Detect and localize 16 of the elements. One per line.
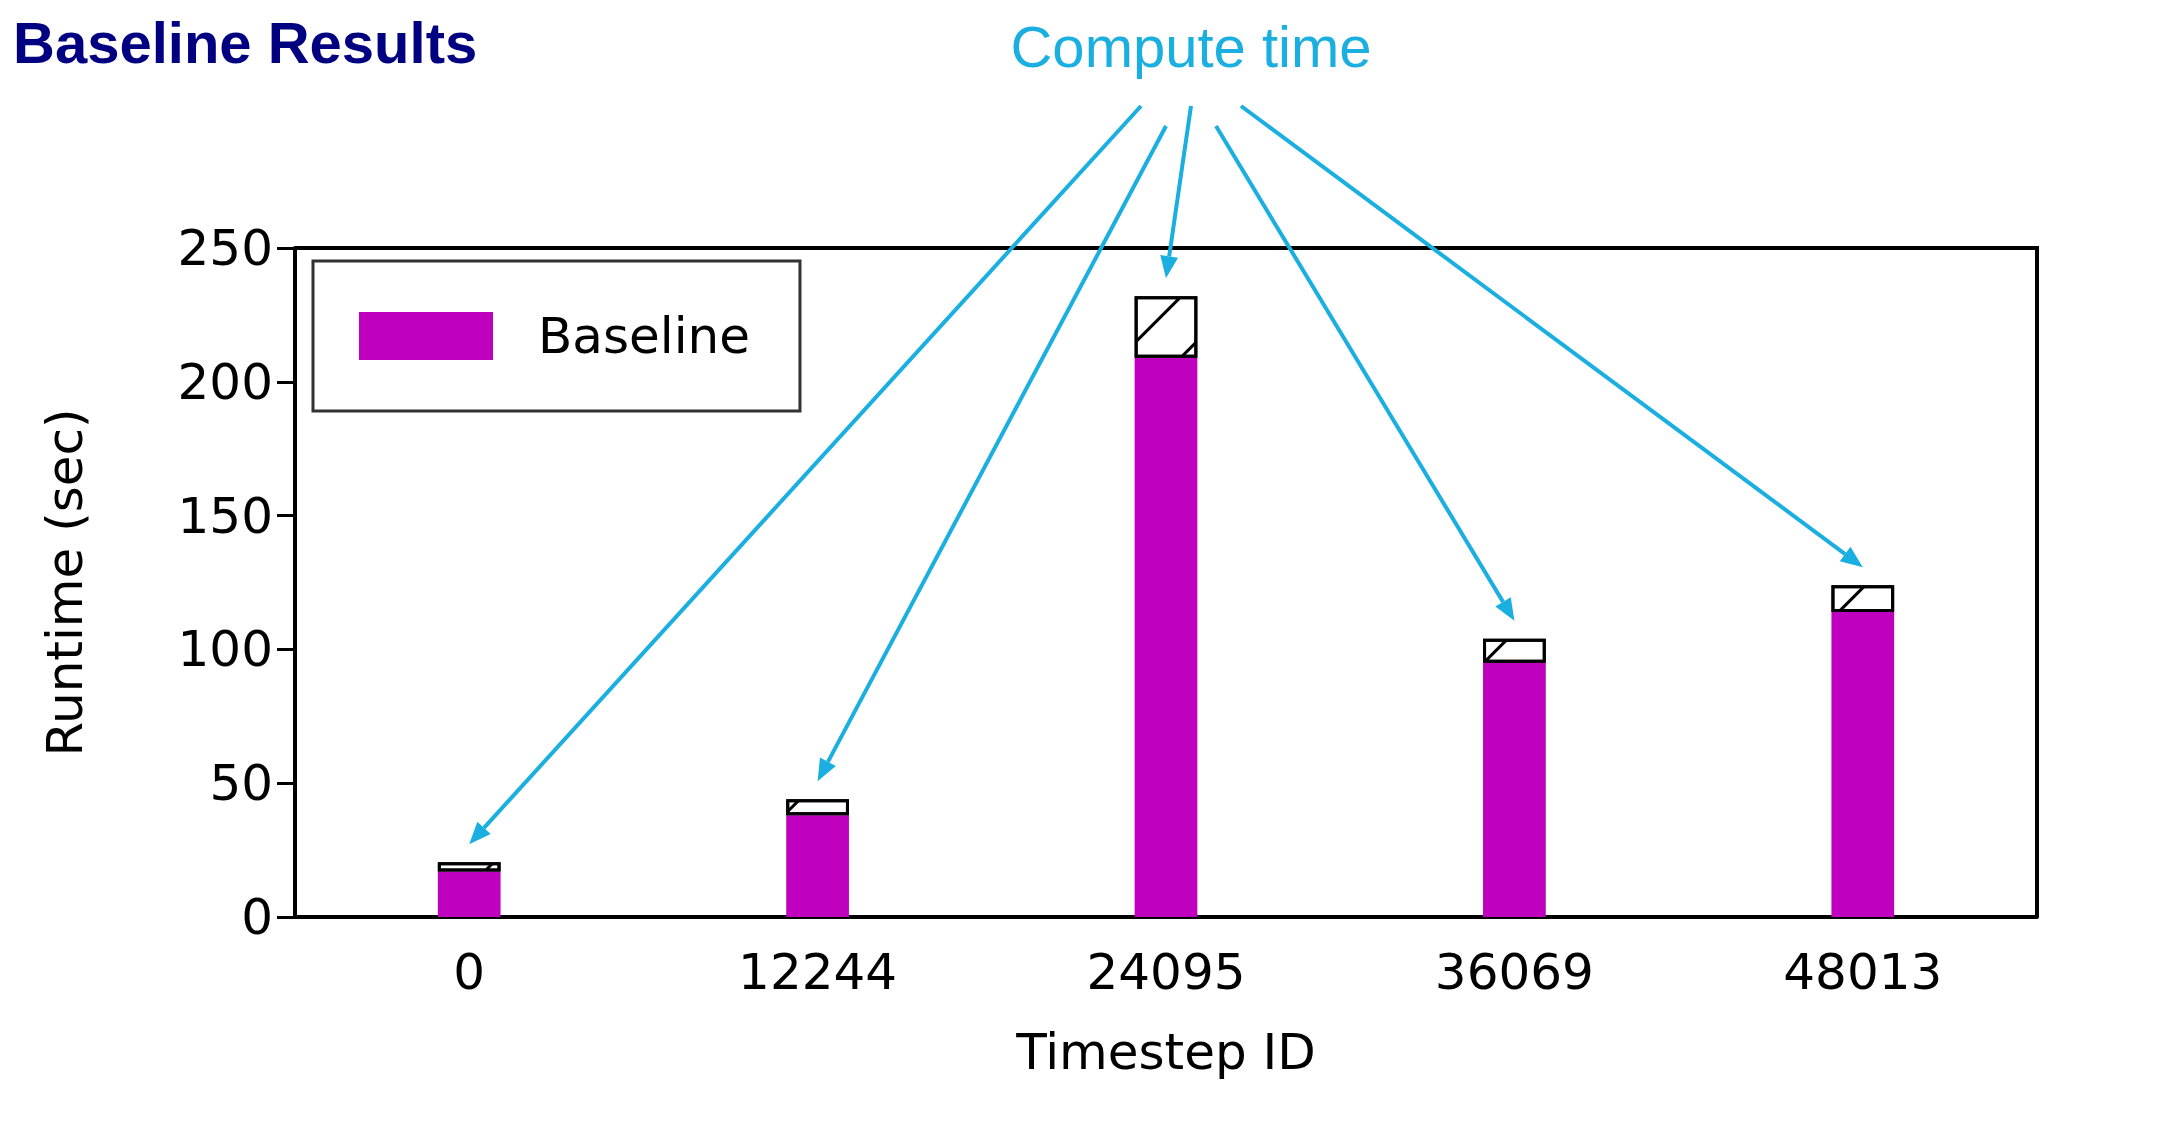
y-tick-label: 150: [177, 486, 273, 545]
y-tick-label: 200: [177, 352, 273, 411]
y-axis-title: Runtime (sec): [36, 408, 94, 757]
x-axis-title: Timestep ID: [1015, 1023, 1316, 1081]
y-tick-label: 50: [209, 754, 273, 813]
y-tick-label: 100: [177, 620, 273, 679]
chart-title: Baseline Results: [13, 9, 478, 75]
x-tick-label: 48013: [1783, 943, 1943, 1001]
text: Compute time: [1010, 13, 1372, 79]
y-tick-label: 0: [241, 888, 273, 946]
x-tick-label: 0: [453, 943, 486, 1001]
x-tick-label: 36069: [1434, 943, 1594, 1001]
x-tick-label: 12244: [738, 943, 898, 1001]
x-tick-label: 24095: [1086, 943, 1246, 1001]
y-tick-label: 250: [177, 219, 273, 277]
legend-label: Baseline: [538, 307, 750, 365]
